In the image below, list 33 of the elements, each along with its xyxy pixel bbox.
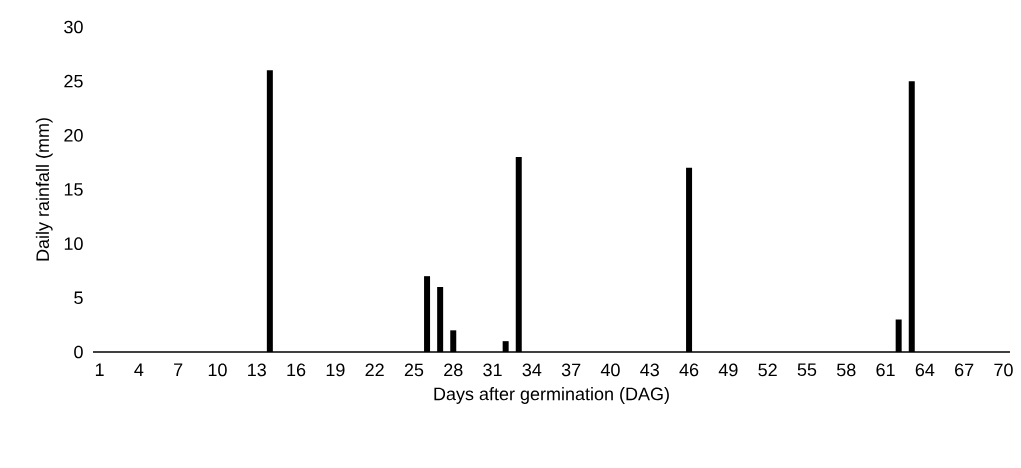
x-tick-label: 10: [208, 363, 227, 377]
y-tick-label: 5: [74, 291, 83, 305]
x-tick-label: 40: [600, 363, 620, 377]
x-tick-label: 37: [561, 363, 581, 377]
x-tick-label: 58: [836, 363, 856, 377]
x-tick-label: 46: [679, 363, 699, 377]
x-tick-label: 25: [404, 363, 424, 377]
x-tick-label: 43: [640, 363, 659, 377]
x-tick-label: 52: [758, 363, 777, 377]
x-tick-label: 61: [876, 363, 895, 377]
x-tick-label: 13: [248, 363, 266, 377]
x-tick-label: 1: [95, 363, 104, 376]
x-tick-label: 55: [797, 363, 817, 377]
x-tick-label: 31: [483, 363, 502, 377]
x-axis-title: Days after germination (DAG): [434, 387, 669, 404]
x-tick-label: 16: [287, 363, 306, 377]
y-tick-label: 10: [64, 237, 83, 251]
x-tick-label: 49: [718, 363, 738, 377]
x-tick-label: 7: [174, 363, 183, 376]
x-tick-label: 28: [444, 363, 463, 377]
x-tick-label: 4: [134, 363, 144, 376]
x-tick-label: 19: [326, 363, 345, 377]
x-tick-label: 64: [915, 363, 935, 377]
y-tick-label: 15: [64, 183, 83, 196]
y-tick-label: 30: [64, 20, 83, 34]
y-tick-label: 20: [64, 128, 83, 142]
y-tick-label: 0: [74, 345, 83, 359]
y-axis-title: Daily rainfall (mm): [35, 118, 53, 261]
x-tick-label: 70: [994, 363, 1013, 377]
x-tick-label: 67: [955, 363, 974, 377]
x-tick-label: 22: [365, 363, 384, 377]
x-tick-label: 34: [522, 363, 542, 377]
y-tick-label: 25: [64, 74, 83, 88]
